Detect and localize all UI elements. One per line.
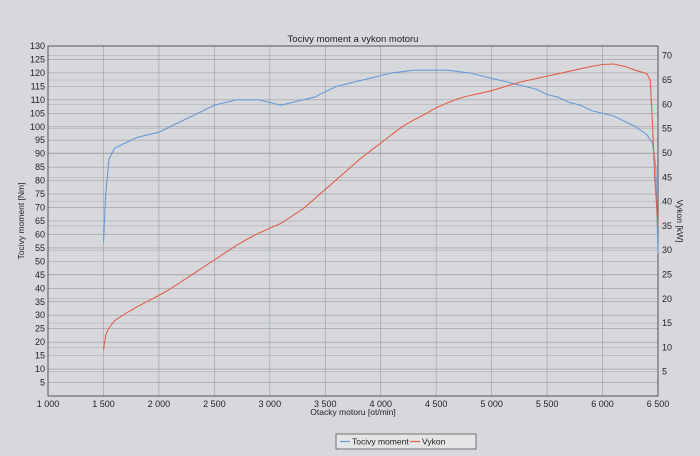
y-tick-label-left: 40: [35, 283, 45, 293]
y-tick-label-left: 25: [35, 324, 45, 334]
y-tick-label-left: 65: [35, 216, 45, 226]
y-tick-label-left: 115: [31, 81, 45, 91]
y-tick-label-left: 75: [35, 189, 45, 199]
y-tick-label-left: 55: [35, 243, 45, 253]
y-tick-label-left: 120: [30, 68, 45, 78]
y-tick-label-left: 110: [31, 95, 45, 105]
y-tick-label-right: 55: [662, 124, 672, 134]
x-tick-label: 3 500: [314, 399, 337, 409]
y-axis-label-left: Tocivy moment [Nm]: [16, 183, 26, 260]
y-tick-label-left: 60: [35, 229, 45, 239]
y-tick-label-left: 95: [35, 135, 45, 145]
x-tick-label: 4 000: [369, 399, 392, 409]
legend-label-tocivy-moment: Tocivy moment: [352, 437, 409, 447]
y-tick-label-left: 90: [35, 149, 45, 159]
x-tick-label: 6 000: [591, 399, 614, 409]
series-lines: [102, 63, 659, 350]
y-axis-label-right: Vykon [kW]: [675, 200, 685, 243]
y-tick-label-right: 40: [662, 197, 672, 207]
chart-title: Tocivy moment a vykon motoru: [288, 34, 419, 45]
x-tick-label: 1 500: [92, 399, 115, 409]
y-tick-label-right: 35: [662, 221, 672, 231]
y-tick-label-left: 100: [30, 122, 45, 132]
tick-labels: 1 000 1 500 2 000 2 500 3 000 3 500 4 000 4 500…: [30, 41, 672, 409]
y-tick-label-right: 50: [662, 148, 672, 158]
y-tick-label-left: 70: [35, 203, 45, 213]
y-tick-label-right: 30: [662, 245, 672, 255]
y-tick-label-right: 65: [662, 75, 672, 85]
x-tick-label: 5 500: [536, 399, 559, 409]
y-tick-label-left: 105: [30, 108, 45, 118]
y-tick-label-left: 10: [35, 364, 45, 374]
x-tick-label: 4 500: [425, 399, 448, 409]
series-line-tocivy-moment: [102, 69, 659, 254]
x-tick-label: 5 000: [480, 399, 503, 409]
y-tick-label-right: 10: [662, 342, 672, 352]
x-tick-label: 2 000: [148, 399, 171, 409]
y-tick-label-left: 35: [35, 297, 45, 307]
y-tick-label-left: 45: [35, 270, 45, 280]
series-line-vykon: [102, 63, 659, 350]
y-tick-label-right: 20: [662, 294, 672, 304]
y-tick-label-right: 15: [662, 318, 672, 328]
y-tick-label-left: 20: [35, 337, 45, 347]
legend-box: [335, 433, 477, 450]
x-tick-label: 1 000: [37, 399, 60, 409]
y-tick-label-left: 5: [40, 378, 45, 388]
y-tick-label-right: 5: [662, 367, 667, 377]
y-tick-label-left: 125: [30, 54, 45, 64]
y-tick-label-right: 45: [662, 172, 672, 182]
legend-label-vykon: Vykon: [422, 437, 446, 447]
y-tick-label-left: 80: [35, 176, 45, 186]
y-tick-label-left: 130: [30, 41, 45, 51]
x-axis-label: Otacky motoru [ot/min]: [310, 407, 396, 417]
y-tick-label-right: 70: [662, 51, 672, 61]
x-tick-label: 6 500: [647, 399, 670, 409]
y-tick-label-left: 15: [35, 351, 45, 361]
legend: Tocivy moment Vykon: [335, 433, 477, 450]
y-tick-label-left: 50: [35, 256, 45, 266]
y-tick-label-left: 85: [35, 162, 45, 172]
y-tick-label-right: 60: [662, 99, 672, 109]
y-tick-label-right: 25: [662, 269, 672, 279]
y-tick-label-left: 30: [35, 310, 45, 320]
x-tick-label: 2 500: [203, 399, 226, 409]
x-tick-label: 3 000: [259, 399, 282, 409]
